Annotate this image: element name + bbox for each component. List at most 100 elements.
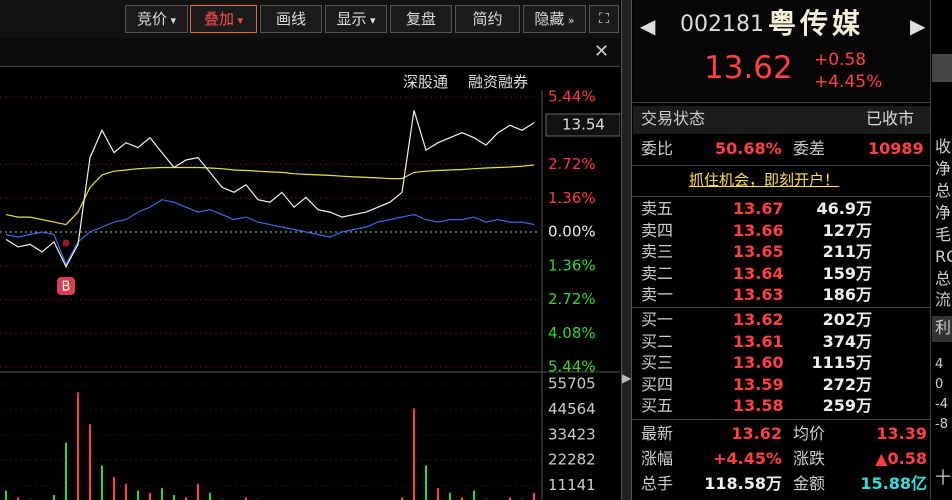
side-label: 4 [935, 358, 943, 371]
side-label: 十 [935, 470, 951, 486]
side-label: 净 [935, 205, 951, 221]
stat-label: 总手 [641, 476, 673, 492]
toolbar-button[interactable]: 竞价 ▾ [125, 5, 188, 33]
stat-value: ▲0.58 [835, 451, 927, 467]
volume-bar [473, 490, 475, 500]
y-tick-label: 22282 [548, 451, 596, 469]
book-volume: 211万 [790, 244, 872, 260]
volume-bar [53, 495, 55, 500]
price-tag: 13.54 [562, 116, 605, 134]
stat-label: 均价 [793, 426, 825, 442]
volume-bar [65, 443, 67, 500]
stock-name: 粤传媒 [768, 10, 864, 38]
y-tick-label: 2.72% [548, 155, 596, 173]
book-price: 13.61 [733, 334, 784, 350]
toolbar-button[interactable]: 简约 [455, 5, 520, 33]
book-volume: 159万 [790, 266, 872, 282]
separator [633, 196, 930, 197]
side-box [932, 54, 952, 82]
toolbar-button[interactable]: 画线 [260, 5, 322, 33]
book-price: 13.60 [733, 355, 784, 371]
stat-value: 118.58万 [690, 476, 782, 492]
book-label: 卖四 [641, 223, 673, 239]
volume-bar [533, 493, 535, 500]
y-tick-label: 55705 [548, 375, 596, 393]
book-price: 13.65 [733, 244, 784, 260]
dropdown-icon: ▾ [366, 14, 375, 27]
separator [633, 307, 930, 308]
book-volume: 272万 [790, 377, 872, 393]
y-tick-label: 0.00% [548, 223, 596, 241]
book-volume: 202万 [790, 312, 872, 328]
collapse-arrow[interactable]: ▶ [622, 372, 631, 384]
dropdown-icon: ▾ [167, 14, 176, 27]
book-label: 买四 [641, 377, 673, 393]
dropdown-icon: » [564, 14, 574, 27]
side-label: -4 [935, 398, 948, 411]
separator [633, 419, 930, 420]
label: 委差 [793, 141, 825, 157]
book-volume: 186万 [790, 287, 872, 303]
volume-bar [209, 493, 211, 500]
book-price: 13.58 [733, 398, 784, 414]
last-price: 13.62 [704, 53, 793, 84]
y-tick-label: 1.36% [548, 189, 596, 207]
side-label: 总 [935, 271, 951, 287]
change-pct: +4.45% [814, 74, 882, 91]
y-tick-label: 1.36% [548, 256, 596, 274]
dropdown-icon: ▾ [234, 14, 243, 27]
stat-label: 涨跌 [793, 451, 825, 467]
book-volume: 1115万 [790, 355, 872, 371]
book-label: 买一 [641, 312, 673, 328]
y-tick-label: 44564 [548, 400, 596, 418]
volume-bar [5, 490, 7, 500]
stat-label: 涨幅 [641, 451, 673, 467]
diff: 10989 [868, 141, 924, 157]
volume-bar [101, 465, 103, 500]
price-line [6, 110, 534, 266]
book-price: 13.63 [733, 287, 784, 303]
stat-value: 15.88亿 [835, 476, 927, 492]
separator [930, 0, 931, 500]
book-label: 卖三 [641, 244, 673, 260]
book-volume: 259万 [790, 398, 872, 414]
volume-bar [137, 490, 139, 500]
stat-value: +4.45% [690, 451, 782, 467]
toolbar-button[interactable]: 复盘 [390, 5, 452, 33]
volume-bar [425, 465, 427, 500]
separator [633, 165, 930, 166]
label: 交易状态 [641, 111, 705, 127]
toolbar-button[interactable]: 显示 ▾ [325, 5, 387, 33]
link[interactable]: 融资融券 [468, 75, 528, 90]
volume-bar [413, 408, 415, 500]
link[interactable]: 深股通 [403, 75, 448, 90]
stock-code: 002181 [680, 14, 764, 36]
change: +0.58 [814, 52, 866, 69]
book-price: 13.64 [733, 266, 784, 282]
y-tick-label: 2.72% [548, 290, 596, 308]
side-label: 0 [935, 378, 943, 391]
book-price: 13.66 [733, 223, 784, 239]
ratio: 50.68% [715, 141, 782, 157]
y-tick-label: 5.44% [548, 88, 596, 106]
book-volume: 46.9万 [790, 201, 872, 217]
side-label: 净 [935, 161, 951, 177]
book-volume: 127万 [790, 223, 872, 239]
side-label: 总 [935, 183, 951, 199]
stat-value: 13.62 [690, 426, 782, 442]
book-label: 卖一 [641, 287, 673, 303]
prev-arrow[interactable]: ◀ [640, 16, 655, 36]
volume-bar [161, 488, 163, 500]
volume-bar [437, 488, 439, 500]
book-price: 13.62 [733, 312, 784, 328]
trade-point [63, 240, 70, 247]
status: 已收市 [866, 111, 914, 127]
stat-label: 金额 [793, 476, 825, 492]
next-arrow[interactable]: ▶ [910, 16, 925, 36]
promo-link[interactable]: 抓住机会，即刻开户！ [689, 173, 839, 188]
toolbar-button[interactable]: 隐藏 » [523, 5, 586, 33]
side-label: RO [935, 249, 952, 265]
book-price: 13.59 [733, 377, 784, 393]
toolbar-button[interactable]: 叠加 ▾ [190, 5, 257, 33]
book-label: 买五 [641, 398, 673, 414]
